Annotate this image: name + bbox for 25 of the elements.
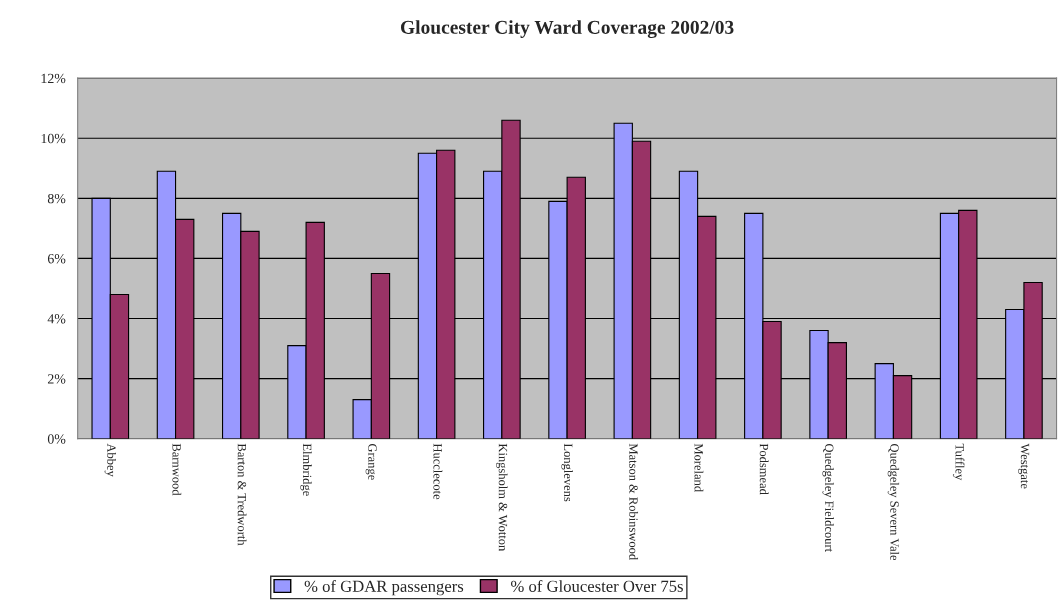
x-tick-label: Barton & Tredworth [237, 443, 247, 546]
y-tick-label: 4% [47, 314, 66, 324]
x-tick-label: Westgate [1018, 443, 1030, 489]
x-tick-label: Kingsholm & Wotton [496, 443, 508, 552]
x-tick-label: Elmbridge [300, 443, 312, 496]
y-tick-label: 2% [47, 374, 66, 384]
x-tick-label: Grange [365, 443, 377, 480]
chart-title: Gloucester City Ward Coverage 2002/03 [400, 20, 734, 38]
x-tick-label: Matson & Robinswood [629, 443, 639, 560]
y-tick-label: 8% [47, 193, 66, 204]
x-tick-label: Hucclecote [433, 443, 443, 500]
x-tick-label: Abbey [104, 443, 116, 477]
x-tick-label: Quedgeley Severn Vale [887, 443, 900, 561]
x-tick-label: Longlevens [561, 443, 573, 502]
x-tick-label: Quedgeley Fieldcourt [822, 443, 834, 553]
y-tick-label: 12% [41, 73, 66, 84]
x-tick-label: Tuffley [952, 443, 965, 481]
x-tick-label: Barnwood [172, 443, 182, 496]
y-tick-label: 10% [41, 133, 66, 144]
y-tick-label: 6% [47, 254, 66, 264]
legend-label: % of Gloucester Over 75s [511, 580, 683, 592]
y-tick-label: 0% [47, 434, 66, 444]
x-tick-label: Moreland [694, 443, 704, 492]
x-tick-label: Podsmead [759, 443, 769, 495]
legend-label: % of GDAR passengers [304, 580, 464, 596]
